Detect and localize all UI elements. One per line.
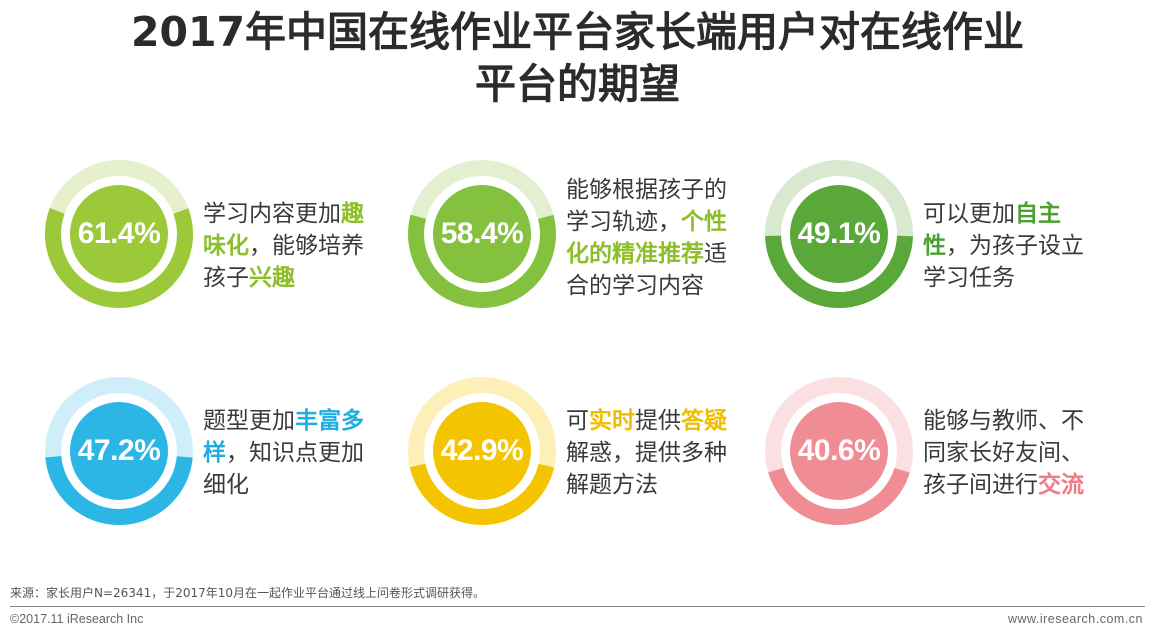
donut-card-1: 58.4% 能够根据孩子的学习轨迹，个性化的精准推荐适合的学习内容 (408, 160, 768, 310)
highlight-text: 趣味化 (203, 201, 364, 259)
donut-ring-arc-0 (45, 160, 193, 308)
description-text: 适合的学习内容 (566, 241, 727, 299)
footer-divider (10, 606, 1145, 607)
description-text: 题型更加 (203, 408, 295, 434)
donut-center-1 (433, 185, 531, 283)
donut-center-0 (70, 185, 168, 283)
donut-card-5: 40.6% 能够与教师、不同家长好友间、孩子间进行交流 (765, 377, 1125, 527)
donut-card-0: 61.4% 学习内容更加趣味化，能够培养孩子兴趣 (45, 160, 405, 310)
donut-ring-4 (408, 377, 556, 525)
donut-ring-0 (45, 160, 193, 308)
description-text: 能够与教师、不同家长好友间、孩子间进行 (923, 408, 1084, 498)
donut-card-3: 47.2% 题型更加丰富多样，知识点更加细化 (45, 377, 405, 527)
chart-title: 2017年中国在线作业平台家长端用户对在线作业 平台的期望 (0, 6, 1155, 110)
donut-center-5 (790, 402, 888, 500)
donut-ring-arc-3 (45, 377, 193, 525)
description-text: 可 (566, 408, 589, 434)
highlight-text: 兴趣 (249, 265, 295, 291)
description-text: ，能够培养孩子 (203, 233, 364, 291)
description-text: 能够根据孩子的学习轨迹， (566, 177, 727, 235)
donut-ring-2 (765, 160, 913, 308)
highlight-text: 丰富多样 (203, 408, 364, 466)
highlight-text: 自主性 (923, 201, 1061, 259)
chart-title-line2: 平台的期望 (475, 60, 680, 108)
donut-value-label-4: 42.9% (440, 434, 524, 467)
highlight-text: 交流 (1038, 472, 1084, 498)
description-text: 可以更加 (923, 201, 1015, 227)
website-link[interactable]: www.iresearch.com.cn (1007, 612, 1143, 626)
donut-center-3 (70, 402, 168, 500)
description-text: 提供 (635, 408, 681, 434)
donut-description-2: 可以更加自主性，为孩子设立学习任务 (923, 198, 1101, 294)
highlight-text: 实时 (589, 408, 635, 434)
donut-description-3: 题型更加丰富多样，知识点更加细化 (203, 405, 381, 501)
donut-card-4: 42.9% 可实时提供答疑解惑，提供多种解题方法 (408, 377, 768, 527)
donut-ring-arc-2 (765, 160, 913, 308)
donut-value-label-1: 58.4% (440, 217, 524, 250)
donut-ring-arc-5 (765, 377, 913, 525)
donut-description-5: 能够与教师、不同家长好友间、孩子间进行交流 (923, 405, 1101, 501)
description-text: 解惑，提供多种解题方法 (566, 440, 727, 498)
donut-ring-arc-1 (408, 160, 556, 308)
donut-card-2: 49.1% 可以更加自主性，为孩子设立学习任务 (765, 160, 1125, 310)
description-text: ，知识点更加细化 (203, 440, 364, 498)
highlight-text: 答疑 (681, 408, 727, 434)
donut-ring-3 (45, 377, 193, 525)
description-text: ，为孩子设立学习任务 (923, 233, 1084, 291)
donut-ring-5 (765, 377, 913, 525)
donut-center-2 (790, 185, 888, 283)
description-text: 学习内容更加 (203, 201, 341, 227)
chart-title-line1: 2017年中国在线作业平台家长端用户对在线作业 (130, 8, 1025, 56)
donut-center-4 (433, 402, 531, 500)
donut-description-4: 可实时提供答疑解惑，提供多种解题方法 (566, 405, 744, 501)
donut-ring-1 (408, 160, 556, 308)
donut-value-label-2: 49.1% (797, 217, 881, 250)
donut-description-0: 学习内容更加趣味化，能够培养孩子兴趣 (203, 198, 381, 294)
donut-value-label-0: 61.4% (77, 217, 161, 250)
donut-value-label-3: 47.2% (77, 434, 161, 467)
donut-ring-arc-4 (408, 377, 556, 525)
highlight-text: 个性化的精准推荐 (566, 209, 727, 267)
copyright-text: ©2017.11 iResearch Inc (10, 612, 144, 626)
donut-value-label-5: 40.6% (797, 434, 881, 467)
donut-description-1: 能够根据孩子的学习轨迹，个性化的精准推荐适合的学习内容 (566, 174, 744, 302)
source-note: 来源：家长用户N=26341，于2017年10月在一起作业平台通过线上问卷形式调… (10, 586, 486, 600)
